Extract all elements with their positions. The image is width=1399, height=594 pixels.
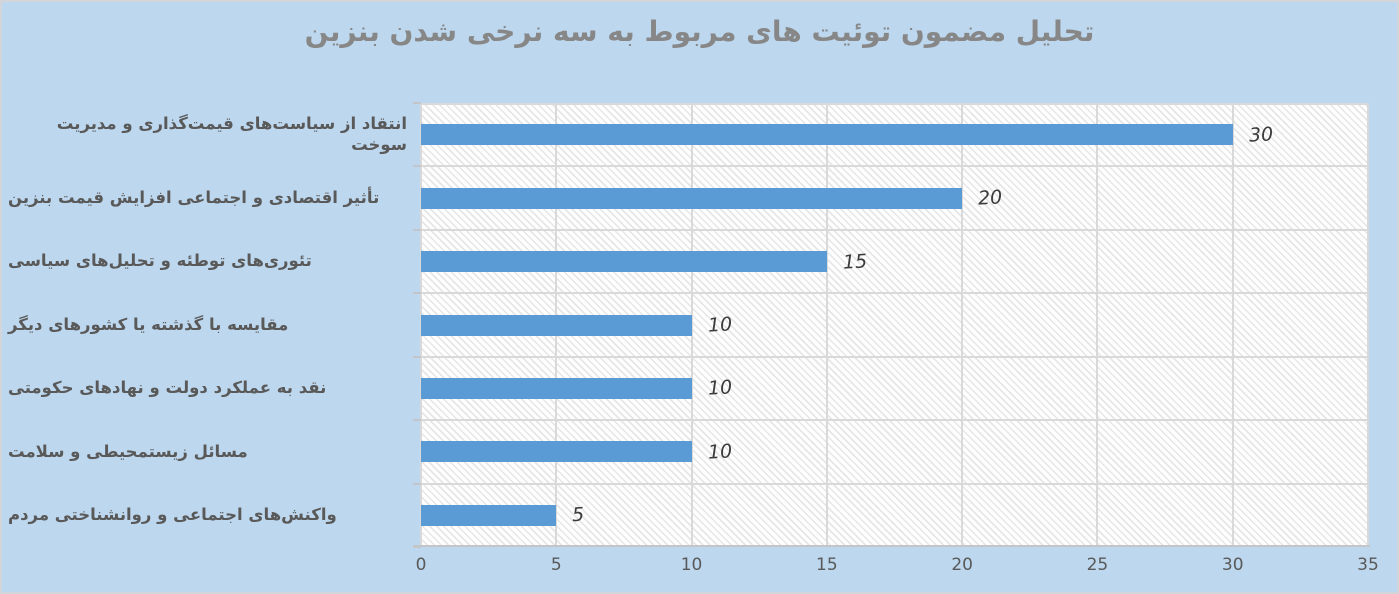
bar-data-label: 10 [707, 313, 733, 337]
vertical-gridline [690, 103, 693, 547]
x-axis-line [413, 545, 1370, 547]
x-axis-tick-label: 0 [415, 555, 427, 575]
x-axis-tick-label: 10 [680, 555, 703, 575]
category-axis-tick [413, 165, 421, 168]
horizontal-gridline [421, 165, 1368, 168]
category-axis-tick [413, 102, 421, 104]
horizontal-gridline [421, 355, 1368, 358]
vertical-gridline [1096, 103, 1099, 547]
bar-data-label: 20 [977, 186, 1003, 210]
horizontal-gridline [421, 228, 1368, 231]
category-label: تأثیر اقتصادی و اجتماعی افزایش قیمت بنزی… [8, 187, 380, 207]
x-axis-tick-label: 5 [550, 555, 562, 575]
vertical-gridline [825, 103, 828, 547]
bar [421, 441, 692, 463]
x-axis-tick-label: 15 [816, 555, 838, 575]
bar-data-label: 5 [571, 503, 585, 527]
horizontal-gridline [421, 482, 1368, 485]
category-label: مقایسه با گذشته یا کشورهای دیگر [8, 314, 289, 334]
bar-data-label: 30 [1248, 123, 1274, 147]
vertical-gridline [1367, 103, 1369, 547]
category-axis-tick [413, 482, 421, 485]
category-axis-tick [413, 228, 421, 231]
category-label: انتقاد از سیاست‌های قیمت‌گذاری و مدیریت … [56, 114, 407, 154]
x-axis-tick-label: 35 [1357, 555, 1379, 575]
bar [421, 251, 827, 273]
category-label: مسائل زیستمحیطی و سلامت [8, 441, 248, 461]
category-axis-tick [413, 419, 421, 422]
category-axis-tick [413, 292, 421, 295]
bar [421, 377, 692, 399]
bar [421, 187, 963, 209]
bar-data-label: 10 [707, 376, 733, 401]
plot-area: 30 20 15 10 10 10 5 [420, 103, 1369, 547]
bar [421, 504, 557, 526]
category-label: تئوری‌های توطئه و تحلیل‌های سیاسی [8, 251, 312, 271]
x-axis-tick-label: 25 [1086, 555, 1109, 575]
vertical-gridline [961, 103, 964, 547]
category-label: واکنش‌های اجتماعی و روانشناختی مردم [8, 504, 337, 524]
x-axis-tick-label: 20 [951, 555, 973, 575]
category-axis-tick [413, 355, 421, 358]
horizontal-gridline [421, 419, 1368, 422]
horizontal-gridline [421, 103, 1368, 105]
bar-data-label: 10 [707, 440, 733, 464]
bar-data-label: 15 [842, 249, 868, 274]
x-axis-tick-label: 30 [1221, 555, 1244, 575]
category-axis-tick [413, 546, 421, 548]
vertical-gridline [1231, 103, 1234, 547]
chart-title: تحلیل مضمون توئیت های مربوط به سه نرخی ش… [304, 15, 1095, 48]
category-label: نقد به عملکرد دولت و نهادهای حکومتی [8, 378, 327, 398]
horizontal-gridline [421, 292, 1368, 295]
bar [421, 314, 692, 336]
bar [421, 124, 1233, 146]
